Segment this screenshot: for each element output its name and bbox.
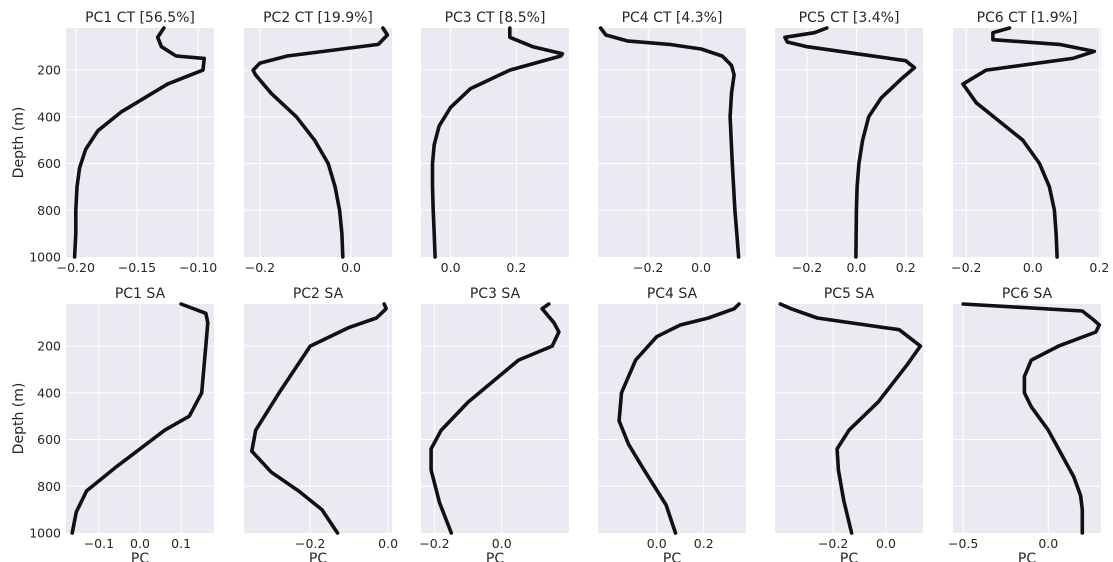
plot-background: [775, 28, 923, 257]
subplot-3: 0.0 0.2 PC3 CT [8.5%]: [421, 10, 569, 275]
y-tick-label: 1000: [29, 526, 61, 541]
subplot-title: PC5 SA: [824, 286, 875, 302]
series-line: [783, 26, 917, 259]
y-axis-label: Depth (m): [11, 383, 27, 455]
x-tick-label: 0.0: [441, 260, 461, 275]
plot-background: [775, 304, 923, 533]
plot-background: [421, 28, 569, 257]
plot-background: [421, 304, 569, 533]
subplot-title: PC5 CT [3.4%]: [799, 10, 900, 26]
plot-background: [953, 28, 1101, 257]
subplot-11: −0.2 0.0 PC5 SA PC: [775, 286, 923, 562]
y-tick-label: 1000: [29, 250, 61, 265]
x-tick-label: −0.15: [118, 260, 156, 275]
x-axis-label: PC: [486, 551, 504, 562]
x-axis-label: PC: [840, 551, 858, 562]
x-tick-label: −0.2: [295, 536, 325, 551]
y-tick-label: 800: [37, 203, 61, 218]
x-axis-label: PC: [663, 551, 681, 562]
plot-background: [244, 304, 392, 533]
x-tick-label: 0.0: [1023, 260, 1043, 275]
x-tick-label: 0.0: [647, 536, 667, 551]
x-tick-label: 0.0: [130, 536, 150, 551]
series-line: [251, 26, 390, 259]
plot-background: [598, 304, 746, 533]
x-tick-label: 0.2: [694, 536, 714, 551]
series-line: [429, 302, 561, 535]
x-tick-label: −0.10: [179, 260, 217, 275]
x-tick-label: −0.1: [84, 536, 114, 551]
x-tick-label: −0.5: [948, 536, 978, 551]
series-line: [430, 26, 565, 259]
subplot-5: −0.2 0.0 0.2 PC5 CT [3.4%]: [775, 10, 923, 275]
subplot-1: −0.20 −0.15 −0.10 200 400 600 800 1000 PC1 CT [5…: [11, 10, 217, 275]
x-tick-label: −0.2: [419, 536, 449, 551]
x-tick-label: 0.0: [691, 260, 711, 275]
subplot-12: −0.5 0.0 PC6 SA PC: [948, 286, 1102, 562]
subplot-title: PC2 CT [19.9%]: [263, 10, 373, 26]
y-tick-label: 400: [37, 385, 61, 400]
subplot-title: PC6 SA: [1002, 286, 1053, 302]
series-line: [70, 302, 210, 535]
y-axis-label: Depth (m): [11, 107, 27, 179]
subplot-title: PC4 CT [4.3%]: [622, 10, 723, 26]
subplot-10: 0.0 0.2 PC4 SA PC: [598, 286, 746, 562]
series-line: [598, 26, 741, 259]
subplot-8: −0.2 0.0 PC2 SA PC: [244, 286, 398, 562]
series-line: [778, 302, 923, 535]
y-tick-label: 200: [37, 339, 61, 354]
series-line: [250, 302, 389, 535]
series-line: [617, 302, 741, 535]
x-tick-label: 0.0: [1038, 536, 1058, 551]
subplot-title: PC1 SA: [115, 286, 166, 302]
x-tick-label: −0.20: [57, 260, 95, 275]
series-line: [72, 26, 206, 259]
subplot-4: −0.2 0.0 PC4 CT [4.3%]: [598, 10, 746, 275]
y-tick-label: 600: [37, 432, 61, 447]
plot-background: [953, 304, 1101, 533]
x-tick-label: 0.2: [1089, 260, 1109, 275]
subplot-title: PC3 CT [8.5%]: [445, 10, 546, 26]
x-tick-label: −0.2: [792, 260, 822, 275]
x-tick-label: 0.1: [171, 536, 191, 551]
subplot-2: −0.2 0.0 PC2 CT [19.9%]: [244, 10, 392, 275]
x-tick-label: −0.2: [633, 260, 663, 275]
subplot-title: PC6 CT [1.9%]: [977, 10, 1078, 26]
y-tick-label: 800: [37, 479, 61, 494]
x-tick-label: 0.0: [846, 260, 866, 275]
x-axis-label: PC: [131, 551, 149, 562]
y-tick-label: 200: [37, 63, 61, 78]
x-tick-label: 0.0: [378, 536, 398, 551]
x-tick-label: 0.0: [341, 260, 361, 275]
x-axis-label: PC: [309, 551, 327, 562]
series-line: [961, 302, 1102, 535]
subplot-title: PC2 SA: [293, 286, 344, 302]
x-axis-label: PC: [1018, 551, 1036, 562]
x-tick-label: 0.0: [876, 536, 896, 551]
subplot-7: −0.1 0.0 0.1 200 400 600 800 1000 PC1 SA PC Depth …: [11, 286, 214, 562]
series-line: [961, 26, 1097, 259]
subplot-title: PC1 CT [56.5%]: [85, 10, 195, 26]
x-tick-label: −0.2: [245, 260, 275, 275]
x-tick-label: −0.2: [818, 536, 848, 551]
y-tick-label: 400: [37, 109, 61, 124]
subplot-6: −0.2 0.0 0.2 PC6 CT [1.9%]: [951, 10, 1109, 275]
x-tick-label: 0.0: [492, 536, 512, 551]
y-tick-label: 600: [37, 156, 61, 171]
x-tick-label: −0.2: [951, 260, 981, 275]
plot-background: [598, 28, 746, 257]
subplot-9: −0.2 0.0 PC3 SA PC: [419, 286, 569, 562]
subplot-title: PC3 SA: [470, 286, 521, 302]
x-tick-label: 0.2: [506, 260, 526, 275]
x-tick-label: 0.2: [896, 260, 916, 275]
subplot-title: PC4 SA: [647, 286, 698, 302]
